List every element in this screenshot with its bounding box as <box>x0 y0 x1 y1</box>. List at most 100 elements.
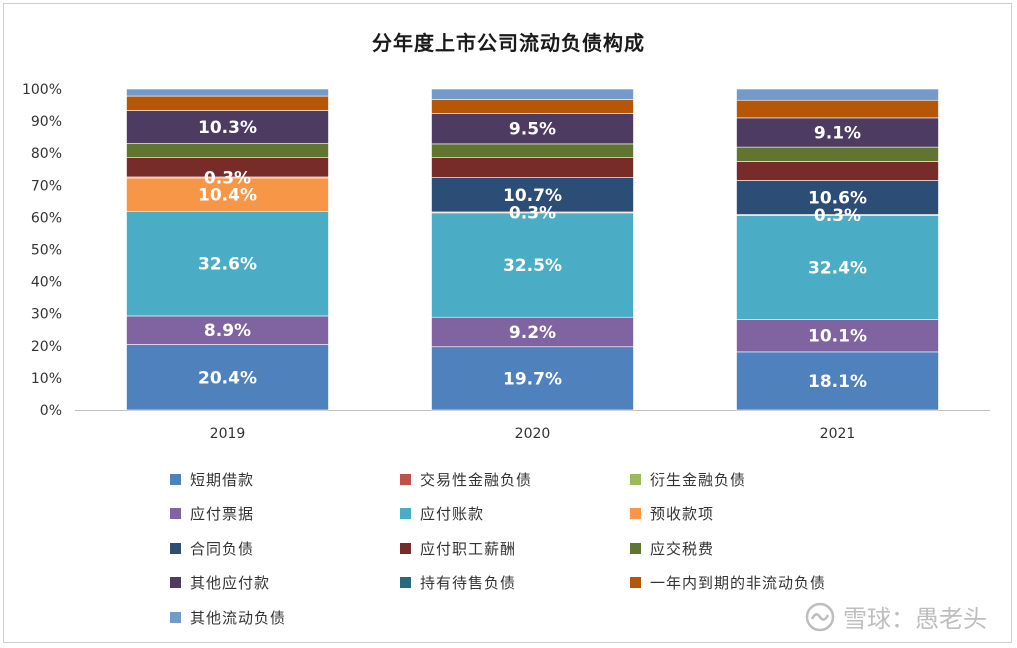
bar-segment <box>126 211 329 317</box>
legend-item: 应交税费 <box>630 537 714 559</box>
bar-segment <box>126 143 329 158</box>
legend-swatch <box>170 473 181 485</box>
x-tick-label: 2019 <box>210 426 246 442</box>
bar-segment <box>431 88 634 100</box>
bar-segment <box>736 351 939 411</box>
data-label: 20.4% <box>198 368 257 388</box>
legend-label: 预收款项 <box>650 505 715 523</box>
data-label: 32.6% <box>198 255 257 275</box>
bar-segment <box>431 177 634 213</box>
bar-segment <box>736 146 939 162</box>
data-label: 10.4% <box>198 186 257 206</box>
data-label: 18.1% <box>808 372 867 392</box>
legend-swatch <box>170 508 181 519</box>
bar-segment <box>431 113 634 145</box>
bar-segment <box>431 157 634 178</box>
legend-swatch <box>400 473 411 485</box>
legend-label: 应付职工薪酬 <box>420 539 517 558</box>
legend-label: 交易性金融负债 <box>420 470 533 489</box>
legend-swatch <box>630 542 641 554</box>
legend-item: 合同负债 <box>170 537 254 559</box>
legend-swatch <box>400 577 411 588</box>
snowball-logo-icon <box>805 602 835 631</box>
legend-swatch <box>630 473 641 485</box>
y-tick-label: 0% <box>40 403 62 419</box>
legend-item: 其他流动负债 <box>170 606 286 628</box>
watermark: 雪球：愚老头 <box>805 599 987 634</box>
y-tick-label: 40% <box>31 275 62 291</box>
data-label: 10.1% <box>808 327 867 347</box>
bar-segment <box>126 88 329 97</box>
legend-swatch <box>400 508 411 519</box>
legend-label: 其他应付款 <box>190 574 271 592</box>
legend-label: 应付票据 <box>190 505 255 523</box>
chart-title: 分年度上市公司流动负债构成 <box>372 31 645 55</box>
data-label: 32.4% <box>808 258 867 278</box>
legend-label: 其他流动负债 <box>190 608 287 627</box>
bar-segment <box>736 117 939 148</box>
legend-swatch <box>170 611 181 623</box>
y-tick-label: 30% <box>31 307 62 323</box>
y-tick-label: 90% <box>31 114 62 130</box>
bar-segment <box>736 215 939 320</box>
bar-segment <box>126 95 329 111</box>
legend-label: 合同负债 <box>190 539 255 558</box>
chart-plot: 0% 10% 20% 30% 40% 50% 60% 70% 80% 90% 100% 20.4% 8.… <box>22 82 990 442</box>
legend-item: 预收款项 <box>630 503 714 525</box>
bar-segment <box>736 88 939 101</box>
bar-segment <box>736 180 939 215</box>
bar-segment <box>431 143 634 158</box>
legend-item: 应付票据 <box>170 503 254 525</box>
legend-item: 一年内到期的非流动负债 <box>630 572 826 594</box>
legend-item: 应付职工薪酬 <box>400 537 516 559</box>
legend-label: 应付账款 <box>420 505 485 523</box>
legend-swatch <box>630 508 641 519</box>
data-label: 10.3% <box>198 118 257 138</box>
y-tick-label: 70% <box>31 178 62 194</box>
legend-swatch <box>170 542 181 554</box>
legend-label: 应交税费 <box>650 539 715 558</box>
bar-segment <box>736 99 939 119</box>
legend-item: 应付账款 <box>400 503 484 525</box>
bar-segment <box>736 319 939 353</box>
data-label: 10.6% <box>808 188 867 208</box>
y-tick-label: 80% <box>31 146 62 162</box>
legend-item: 交易性金融负债 <box>400 468 532 490</box>
bar-segment <box>126 315 329 345</box>
y-tick-label: 10% <box>31 371 62 387</box>
y-tick-label: 50% <box>31 243 62 259</box>
y-tick-label: 60% <box>31 210 62 226</box>
bar-segment <box>431 316 634 348</box>
legend-item: 短期借款 <box>170 468 254 490</box>
data-label: 9.5% <box>509 120 556 140</box>
legend-label: 衍生金融负债 <box>650 470 747 489</box>
x-tick-label: 2020 <box>515 426 551 442</box>
legend-swatch <box>170 577 181 588</box>
y-tick-label: 20% <box>31 339 62 355</box>
data-label: 0.3% <box>204 168 251 188</box>
legend-swatch <box>400 542 411 554</box>
legend-item: 其他应付款 <box>170 572 270 594</box>
bar-segment <box>431 99 634 114</box>
bar-segment <box>126 177 329 212</box>
bar-segment <box>431 346 634 411</box>
legend-swatch <box>630 577 641 588</box>
legend-item: 持有待售负债 <box>400 572 516 594</box>
bar-segment <box>431 212 634 318</box>
data-label: 32.5% <box>503 256 562 276</box>
legend-item: 衍生金融负债 <box>630 468 746 490</box>
legend-label: 持有待售负债 <box>420 574 517 592</box>
data-label: 0.3% <box>509 203 556 223</box>
data-label: 9.1% <box>814 123 861 143</box>
watermark-text: 雪球：愚老头 <box>843 605 987 633</box>
bar-segment <box>736 161 939 181</box>
data-label: 10.7% <box>503 186 562 206</box>
data-label: 8.9% <box>204 321 251 341</box>
bar-segment <box>126 110 329 144</box>
legend-label: 短期借款 <box>190 470 255 489</box>
legend-label: 一年内到期的非流动负债 <box>650 574 827 592</box>
data-label: 19.7% <box>503 369 562 389</box>
y-tick-label: 100% <box>22 82 62 98</box>
data-label: 9.2% <box>509 323 556 343</box>
bar-segment <box>126 344 329 411</box>
